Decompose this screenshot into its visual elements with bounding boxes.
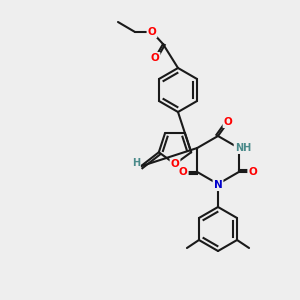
Text: O: O [171,159,179,169]
Text: H: H [132,158,140,168]
Text: O: O [148,27,156,37]
Text: N: N [214,180,222,190]
Text: NH: NH [235,143,251,153]
Text: O: O [224,117,232,127]
Text: O: O [179,167,188,177]
Text: O: O [151,53,159,63]
Text: O: O [248,167,257,177]
